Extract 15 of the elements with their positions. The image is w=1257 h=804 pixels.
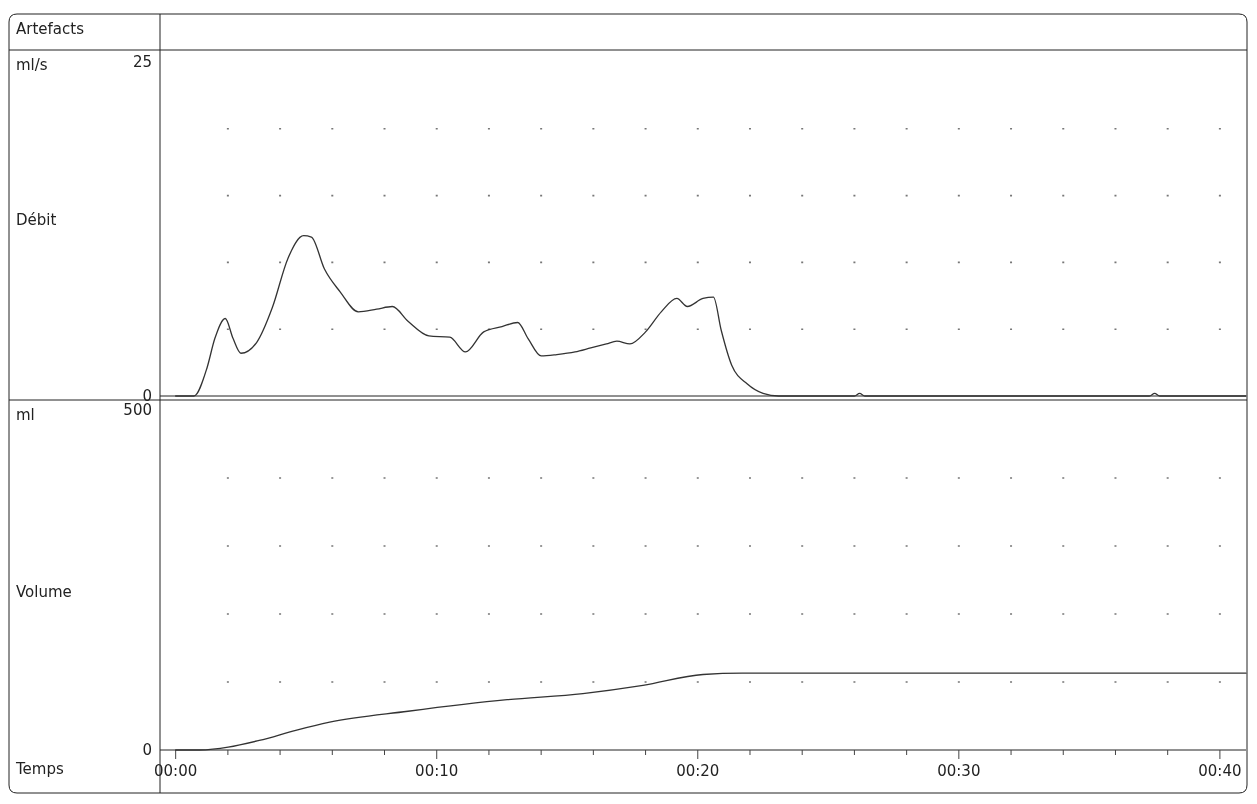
text: ml xyxy=(16,406,35,424)
y-axis-title: Débit xyxy=(16,211,57,229)
text: ml/s xyxy=(16,56,48,74)
line-series xyxy=(175,235,1247,397)
text: Artefacts xyxy=(16,20,85,38)
x-tick-label: 00:40 xyxy=(1198,762,1242,780)
y-tick-label: 25 xyxy=(132,53,152,72)
x-tick-label: 00:30 xyxy=(937,762,981,780)
y-axis-title: Volume xyxy=(16,583,72,601)
y-tick-label: 0 xyxy=(142,741,152,760)
x-tick-label: 00:00 xyxy=(154,762,198,780)
x-tick-label: 00:10 xyxy=(415,762,459,780)
x-tick-label: 00:20 xyxy=(676,762,720,780)
line-series xyxy=(175,672,1247,751)
x-axis-title: Temps xyxy=(15,760,64,778)
